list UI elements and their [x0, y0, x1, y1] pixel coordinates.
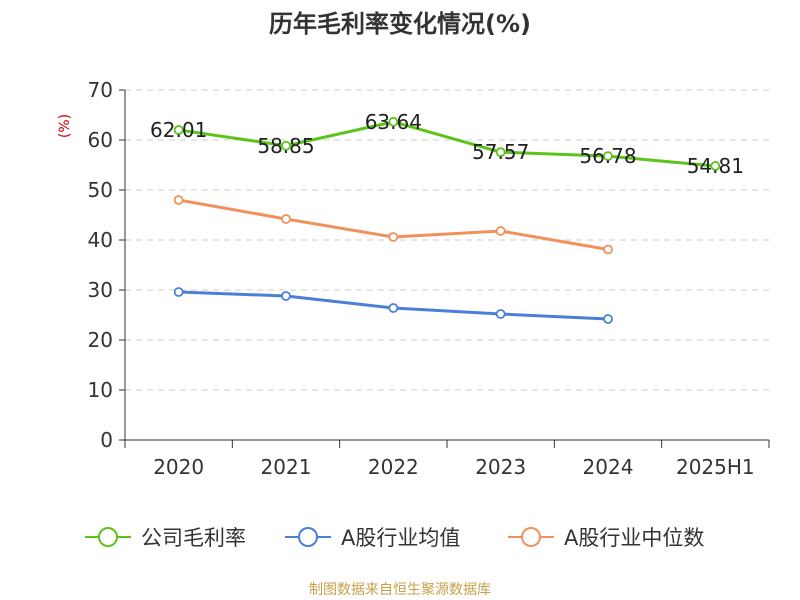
data-point [603, 314, 613, 324]
y-tick-label: 30 [88, 278, 113, 302]
series-line [178, 120, 716, 168]
data-point [495, 147, 506, 158]
data-point [603, 244, 613, 255]
x-tick-label: 2024 [583, 455, 634, 479]
series-lines [173, 116, 721, 324]
y-tick-label: 10 [88, 378, 113, 402]
y-tick-label: 0 [100, 428, 113, 452]
x-tick-label: 2025H1 [676, 455, 755, 479]
data-label: 62.01 [150, 118, 207, 142]
y-tick-label: 20 [88, 328, 113, 352]
legend-marker [98, 527, 118, 547]
x-tick-label: 2020 [153, 455, 204, 479]
legend-label: A股行业中位数 [564, 526, 704, 550]
data-point [281, 140, 291, 151]
axes: 0 10 20 30 40 50 60 70 2020 2021 2022 2023 2024 2025H… [57, 78, 770, 479]
data-point [495, 309, 506, 319]
x-tick-label: 2023 [475, 455, 526, 479]
data-point [388, 303, 399, 313]
legend-label: A股行业均值 [341, 526, 460, 550]
data-label: 57.57 [472, 140, 529, 164]
y-tick-label: 40 [88, 228, 113, 252]
chart-title: 历年毛利率变化情况(%) [269, 10, 531, 38]
data-label: 56.78 [579, 144, 636, 168]
series-line [178, 198, 609, 251]
legend-marker [521, 527, 541, 547]
data-point [281, 291, 291, 301]
data-point [388, 232, 399, 242]
data-point [495, 226, 506, 236]
x-tick-label: 2021 [261, 455, 312, 479]
data-labels: 62.01 58.85 63.64 57.57 56.78 54.81 [150, 110, 744, 178]
y-axis-label: (%) [57, 114, 73, 138]
x-tick-label: 2022 [368, 455, 419, 479]
gridlines [125, 89, 769, 391]
data-point [388, 116, 399, 127]
data-point [173, 287, 184, 297]
y-tick-label: 70 [88, 78, 113, 102]
data-point [710, 161, 721, 171]
data-point [603, 151, 613, 162]
legend-marker [298, 527, 318, 547]
data-point [281, 214, 291, 224]
y-tick-label: 60 [88, 128, 113, 152]
legend-label: 公司毛利率 [141, 526, 246, 550]
data-label: 58.85 [257, 134, 314, 158]
data-label: 54.81 [687, 154, 744, 178]
data-point [173, 125, 184, 135]
legend: 公司毛利率 A股行业均值 A股行业中位数 [85, 526, 704, 550]
y-tick-label: 50 [88, 178, 113, 202]
data-point [173, 195, 184, 205]
data-label: 63.64 [365, 110, 422, 134]
source-note: 制图数据来自恒生聚源数据库 [309, 582, 491, 598]
